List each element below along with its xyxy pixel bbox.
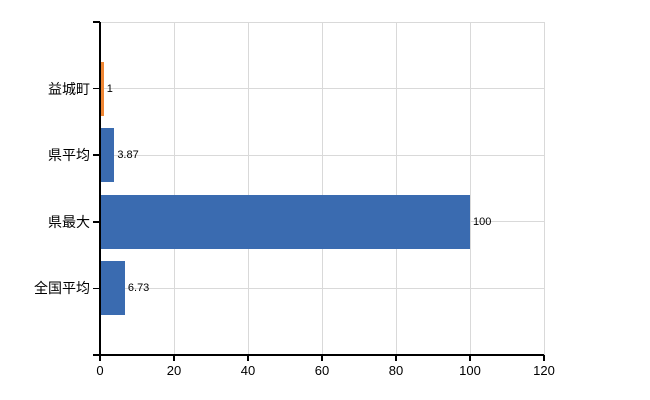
x-axis-tick xyxy=(469,355,471,361)
gridline-horizontal xyxy=(100,88,544,90)
y-axis-tick xyxy=(93,87,100,90)
x-tick-label: 60 xyxy=(314,363,330,378)
bar-value-label: 3.87 xyxy=(117,149,139,162)
bar-value-label: 100 xyxy=(473,215,492,228)
x-axis-tick xyxy=(99,355,101,361)
bar-value-label: 1 xyxy=(106,82,113,95)
category-label: 全国平均 xyxy=(34,280,90,297)
category-label: 益城町 xyxy=(48,80,90,97)
x-axis-tick xyxy=(543,355,545,361)
bar xyxy=(100,261,125,316)
gridline-vertical xyxy=(469,22,471,355)
bar-value-label: 6.73 xyxy=(127,282,150,295)
bar xyxy=(100,128,115,183)
y-axis-tick xyxy=(93,154,100,156)
x-tick-label: 0 xyxy=(96,363,104,378)
x-axis-tick xyxy=(247,355,249,361)
x-tick-label: 100 xyxy=(459,363,481,378)
bar xyxy=(100,194,470,249)
x-tick-label: 80 xyxy=(388,363,404,378)
gridline-vertical xyxy=(173,22,175,355)
gridline-horizontal xyxy=(100,154,544,156)
gridline-vertical xyxy=(321,22,323,355)
gridline-horizontal xyxy=(100,287,544,289)
y-axis-tick xyxy=(93,287,100,290)
gridline-vertical xyxy=(395,22,397,355)
y-axis-tick xyxy=(93,21,100,23)
x-tick-label: 20 xyxy=(166,363,182,378)
category-label: 県平均 xyxy=(48,147,90,164)
y-axis-line xyxy=(99,22,101,355)
gridline-vertical xyxy=(247,22,249,355)
x-axis-tick xyxy=(173,355,175,361)
bar xyxy=(100,61,104,116)
x-tick-label: 40 xyxy=(240,363,256,378)
x-tick-label: 120 xyxy=(533,363,555,378)
category-label: 県最大 xyxy=(48,213,90,230)
y-axis-tick xyxy=(93,221,100,223)
x-axis-line xyxy=(93,354,544,356)
x-axis-tick xyxy=(321,355,323,361)
gridline-vertical xyxy=(543,22,545,355)
x-axis-tick xyxy=(395,355,397,361)
